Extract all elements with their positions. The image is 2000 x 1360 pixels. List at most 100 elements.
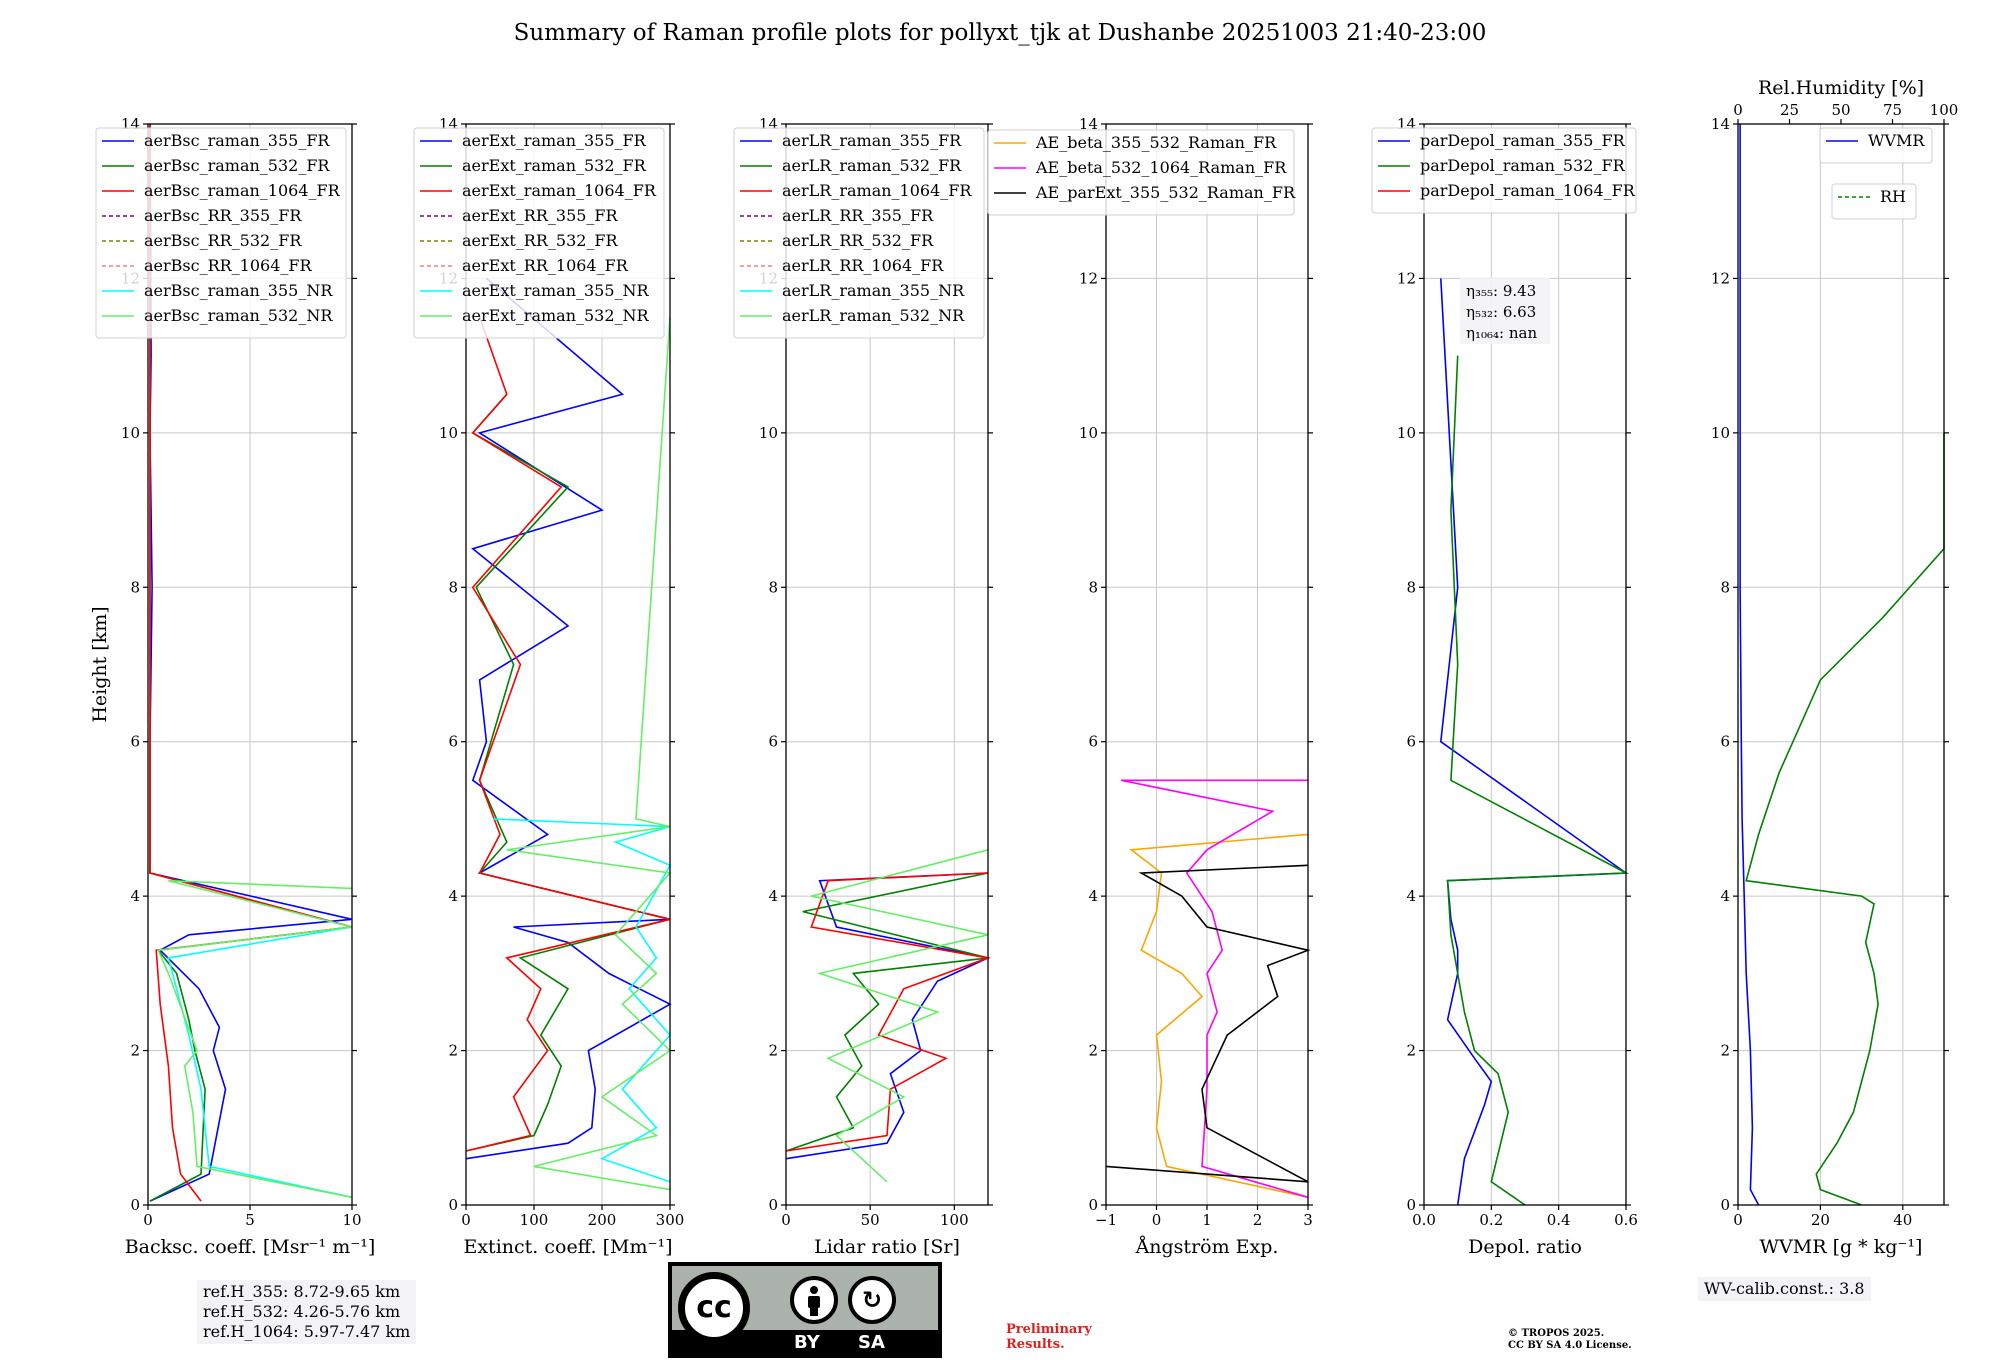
preliminary-line-1: Preliminary (1006, 1322, 1092, 1337)
series-line-parDepol_raman_532_FR (1446, 355, 1629, 1206)
ref-height-1064: ref.H_1064: 5.97-7.47 km (203, 1322, 411, 1341)
series-line-WVMR (1739, 124, 1760, 1206)
x-tick-label: 1 (1202, 1211, 1212, 1229)
legend-label-aerExt_raman_1064_FR: aerExt_raman_1064_FR (462, 181, 657, 200)
cc-sa-label: SA (858, 1332, 885, 1353)
top-x-tick-label: 75 (1883, 101, 1902, 119)
series-line-aerExt_raman_1064_FR (465, 316, 671, 1152)
y-tick-label: 6 (1088, 733, 1098, 751)
y-tick-label: 2 (1406, 1042, 1416, 1060)
y-axis-label: Height [km] (89, 606, 111, 722)
y-tick-label: 6 (448, 733, 458, 751)
y-tick-label: 6 (1406, 733, 1416, 751)
eta-annotation-0: η₃₅₅: 9.43 (1466, 282, 1536, 300)
legend-label-aerLR_RR_1064_FR: aerLR_RR_1064_FR (782, 256, 944, 275)
x-tick-label: 0 (461, 1211, 471, 1229)
series-line-AE_beta_355_532_Raman_FR (1129, 833, 1309, 1199)
y-tick-label: 8 (1720, 578, 1730, 596)
y-tick-label: 4 (130, 887, 140, 905)
x-tick-label: 20 (1811, 1211, 1830, 1229)
y-tick-label: 4 (1720, 887, 1730, 905)
ref-height-532: ref.H_532: 4.26-5.76 km (203, 1302, 401, 1321)
wv-calib-const: WV-calib.const.: 3.8 (1704, 1279, 1865, 1298)
x-tick-label: 0 (143, 1211, 153, 1229)
legend-label-parDepol_raman_355_FR: parDepol_raman_355_FR (1420, 131, 1626, 150)
legend-label-WVMR: WVMR (1868, 131, 1925, 150)
legend-box (987, 129, 1295, 216)
top-x-tick-label: 50 (1831, 101, 1850, 119)
legend-label-aerExt_raman_355_FR: aerExt_raman_355_FR (462, 131, 647, 150)
plot-frame (465, 123, 671, 1206)
y-tick-label: 4 (1406, 887, 1416, 905)
legend-box (413, 127, 665, 339)
legend-label-aerExt_raman_355_NR: aerExt_raman_355_NR (462, 281, 650, 300)
x-tick-label: 0 (781, 1211, 791, 1229)
top-x-tick-label: 100 (1930, 101, 1959, 119)
y-tick-label: 12 (1079, 269, 1098, 287)
y-tick-label: 0 (768, 1196, 778, 1214)
cc-logo-icon: cc (678, 1272, 750, 1344)
legend-box (1371, 127, 1637, 214)
y-tick-label: 2 (1720, 1042, 1730, 1060)
legend-label-aerBsc_RR_355_FR: aerBsc_RR_355_FR (144, 206, 302, 225)
y-tick-label: 2 (1088, 1042, 1098, 1060)
series-line-AE_beta_532_1064_Raman_FR (1121, 779, 1309, 1199)
y-tick-label: 8 (130, 578, 140, 596)
eta-annotation-2: η₁₀₆₄: nan (1466, 324, 1537, 342)
y-tick-label: 14 (1711, 115, 1730, 133)
y-tick-label: 0 (1406, 1196, 1416, 1214)
y-tick-label: 10 (1397, 424, 1416, 442)
series-line-aerLR_raman_532_FR (785, 872, 989, 1152)
series-line-aerLR_raman_1064_FR (785, 872, 992, 1152)
wv-calib-box: WV-calib.const.: 3.8 (1698, 1277, 1871, 1301)
x-tick-label: 50 (861, 1211, 880, 1229)
y-tick-label: 0 (1720, 1196, 1730, 1214)
legend-label-AE_beta_355_532_Raman_FR: AE_beta_355_532_Raman_FR (1035, 133, 1277, 152)
x-tick-label: 0 (1152, 1211, 1162, 1229)
x-tick-label: 2 (1253, 1211, 1263, 1229)
x-axis-label: Lidar ratio [Sr] (814, 1236, 960, 1258)
y-tick-label: 14 (1079, 115, 1098, 133)
series-line-AE_parExt_355_532_Raman_FR (1105, 864, 1311, 1183)
y-tick-label: 2 (768, 1042, 778, 1060)
y-tick-label: 4 (1088, 887, 1098, 905)
y-tick-label: 0 (1088, 1196, 1098, 1214)
x-tick-label: 0.0 (1412, 1211, 1436, 1229)
series-line-aerLR_raman_355_FR (785, 872, 991, 1160)
tropos-copyright: © TROPOS 2025. (1508, 1328, 1605, 1339)
legend-label-aerExt_RR_355_FR: aerExt_RR_355_FR (462, 206, 619, 225)
y-tick-label: 8 (448, 578, 458, 596)
legend-label-aerLR_raman_1064_FR: aerLR_raman_1064_FR (782, 181, 972, 200)
y-tick-label: 0 (130, 1196, 140, 1214)
series-line-aerExt_raman_355_NR (493, 818, 672, 1183)
plot-frame (785, 123, 989, 1206)
y-tick-label: 10 (121, 424, 140, 442)
legend-label-aerExt_raman_532_FR: aerExt_raman_532_FR (462, 156, 647, 175)
x-tick-label: 0 (1733, 1211, 1743, 1229)
tropos-license: CC BY SA 4.0 License. (1508, 1340, 1632, 1351)
y-tick-label: 8 (768, 578, 778, 596)
x-tick-label: 5 (245, 1211, 255, 1229)
series-line-aerBsc_raman_355_NR (167, 926, 353, 1199)
x-tick-label: 0.6 (1614, 1211, 1638, 1229)
panel-ext: 024681012140100200300Extinct. coeff. [Mm… (413, 115, 685, 1258)
legend-label-aerLR_RR_532_FR: aerLR_RR_532_FR (782, 231, 934, 250)
y-tick-label: 2 (130, 1042, 140, 1060)
top-x-tick-label: 25 (1780, 101, 1799, 119)
x-tick-label: 300 (656, 1211, 685, 1229)
eta-annotation-box (1460, 278, 1550, 344)
legend-box (1819, 127, 1933, 164)
legend-label-aerBsc_raman_355_FR: aerBsc_raman_355_FR (144, 131, 330, 150)
y-tick-label: 10 (439, 424, 458, 442)
series-line-RH (1745, 432, 1945, 1206)
legend-box (733, 127, 985, 339)
legend-label-aerLR_raman_532_FR: aerLR_raman_532_FR (782, 156, 962, 175)
series-line-aerExt_raman_532_NR (506, 316, 672, 1191)
panel-lr: 02468101214050100Lidar ratio [Sr]aerLR_r… (733, 115, 993, 1258)
series-line-aerBsc_raman_1064_FR (149, 124, 353, 1202)
x-tick-label: 200 (588, 1211, 617, 1229)
y-tick-label: 10 (1079, 424, 1098, 442)
legend-label-aerBsc_raman_532_FR: aerBsc_raman_532_FR (144, 156, 330, 175)
cc-badge-top: cc ↻ (672, 1266, 938, 1344)
